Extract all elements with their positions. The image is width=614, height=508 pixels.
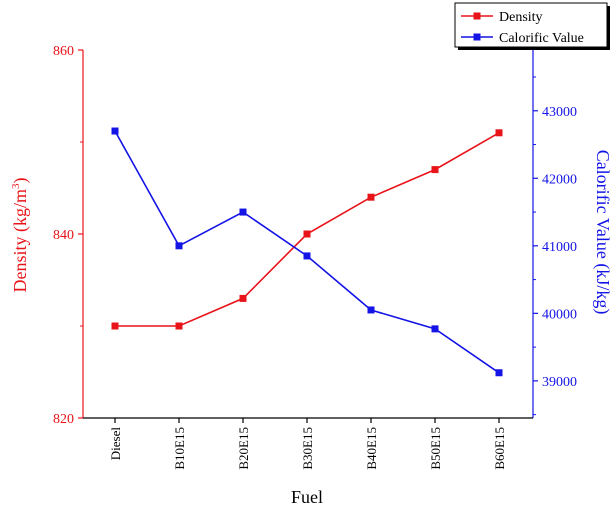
- data-point-calorific-value: [239, 208, 247, 216]
- data-point-calorific-value: [303, 252, 311, 260]
- data-point-density: [303, 230, 311, 238]
- left-y-axis-label: Density (kg/m3): [10, 178, 31, 293]
- left-y-tick-label: 860: [53, 44, 74, 59]
- right-y-tick-label: 43000: [542, 105, 577, 120]
- data-point-calorific-value: [175, 242, 183, 250]
- data-point-calorific-value: [367, 306, 375, 314]
- x-tick-label: Diesel: [108, 427, 123, 461]
- right-y-tick-label: 39000: [542, 375, 577, 390]
- chart-ticks: 820 840 860 39000 40000 41000 42000 43000 Diesel…: [53, 44, 577, 470]
- x-tick-label: B20E15: [236, 427, 251, 470]
- data-point-density: [111, 322, 119, 330]
- data-point-calorific-value: [111, 127, 119, 135]
- data-point-density: [239, 294, 247, 302]
- right-y-axis-label: Calorific Value (kJ/kg): [592, 150, 613, 315]
- legend-swatch-marker: [473, 12, 481, 20]
- left-y-tick-label: 840: [53, 228, 74, 243]
- left-y-tick-label: 820: [53, 412, 74, 427]
- x-tick-label: B10E15: [172, 427, 187, 470]
- left-y-axis-label-main: Density (kg/m: [10, 189, 31, 293]
- legend: Density Calorific Value: [454, 2, 610, 50]
- chart-series: [111, 127, 503, 377]
- legend-label: Calorific Value: [499, 31, 584, 46]
- data-point-density: [431, 166, 439, 174]
- data-point-calorific-value: [495, 369, 503, 377]
- legend-swatch-marker: [473, 33, 481, 41]
- right-y-tick-label: 41000: [542, 240, 577, 255]
- series-line-density: [115, 132, 500, 327]
- data-point-density: [175, 322, 183, 330]
- x-tick-label: B30E15: [300, 427, 315, 470]
- left-y-axis-label-sup: 3: [10, 183, 22, 189]
- x-tick-label: B60E15: [492, 427, 507, 470]
- data-point-density: [495, 129, 503, 137]
- x-tick-label: B50E15: [428, 427, 443, 470]
- left-y-axis-label-close: ): [10, 178, 31, 184]
- legend-label: Density: [499, 10, 543, 25]
- data-point-density: [367, 193, 375, 201]
- data-point-calorific-value: [431, 325, 439, 333]
- x-axis-label: Fuel: [291, 487, 323, 507]
- x-tick-label: B40E15: [364, 427, 379, 470]
- series-line-calorific-value: [114, 130, 500, 374]
- right-y-tick-label: 42000: [542, 172, 577, 187]
- right-y-tick-label: 40000: [542, 307, 577, 322]
